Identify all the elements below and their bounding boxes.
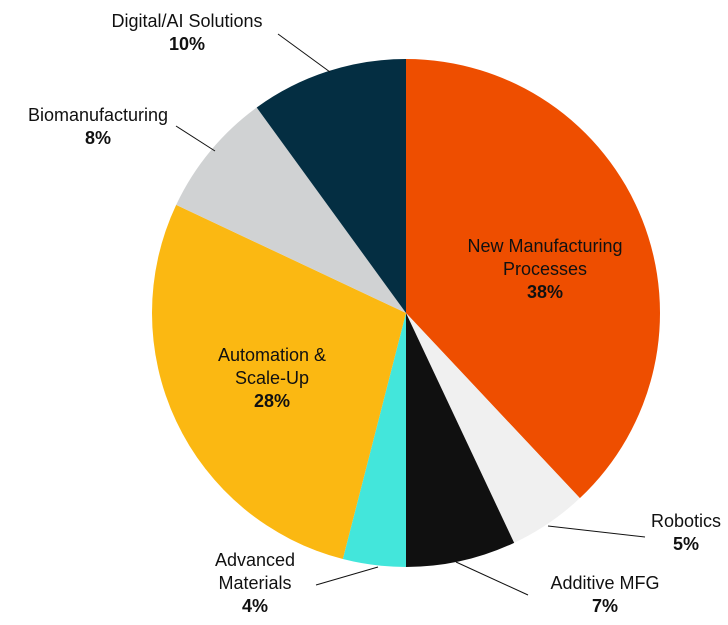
leader-line-biomanufacturing xyxy=(175,125,216,152)
slice-label-robotics: Robotics 5% xyxy=(651,511,721,554)
leader-line-digital-ai-solutions xyxy=(277,33,331,73)
pie-slice-automation-scale-up xyxy=(151,204,406,560)
slice-label-text: Digital/AI Solutions xyxy=(111,11,262,31)
pie-slice-biomanufacturing xyxy=(176,107,406,313)
slices-layer xyxy=(151,59,660,567)
leader-line-additive-mfg xyxy=(455,561,529,596)
leader-line-robotics xyxy=(547,525,646,538)
slice-label-text: New Manufacturing xyxy=(467,236,622,256)
slice-percent-label: 10% xyxy=(169,34,205,54)
slice-label-text: Materials xyxy=(218,573,291,593)
slice-percent-label: 8% xyxy=(85,128,111,148)
slice-label-additive-mfg: Additive MFG 7% xyxy=(550,573,659,616)
slice-label-text: Scale-Up xyxy=(235,368,309,388)
pie-slice-robotics xyxy=(406,313,580,543)
slice-label-text: Additive MFG xyxy=(550,573,659,593)
slice-label-new-manufacturing-processes: New Manufacturing Processes 38% xyxy=(467,236,622,302)
slice-label-text: Automation & xyxy=(218,345,326,365)
slice-label-text: Advanced xyxy=(215,550,295,570)
slice-label-text: Processes xyxy=(503,259,587,279)
pie-slice-additive-mfg xyxy=(406,313,515,567)
slice-label-digital-ai-solutions: Digital/AI Solutions 10% xyxy=(111,11,262,54)
labels-layer: New Manufacturing Processes 38% Robotics 5% A… xyxy=(28,11,721,616)
leader-lines-layer xyxy=(175,33,646,596)
slice-percent-label: 7% xyxy=(592,596,618,616)
leader-line-advanced-materials xyxy=(315,566,379,586)
pie-slice-new-manufacturing-processes xyxy=(406,59,660,499)
slice-label-automation-scale-up: Automation & Scale-Up 28% xyxy=(218,345,326,411)
slice-label-text: Robotics xyxy=(651,511,721,531)
slice-label-biomanufacturing: Biomanufacturing 8% xyxy=(28,105,168,148)
slice-label-text: Biomanufacturing xyxy=(28,105,168,125)
slice-label-advanced-materials: Advanced Materials 4% xyxy=(215,550,295,616)
slice-percent-label: 28% xyxy=(254,391,290,411)
pie-slice-advanced-materials xyxy=(342,313,406,567)
slice-percent-label: 5% xyxy=(673,534,699,554)
slice-percent-label: 38% xyxy=(527,282,563,302)
slice-percent-label: 4% xyxy=(242,596,268,616)
pie-slice-digital-ai-solutions xyxy=(256,59,406,313)
